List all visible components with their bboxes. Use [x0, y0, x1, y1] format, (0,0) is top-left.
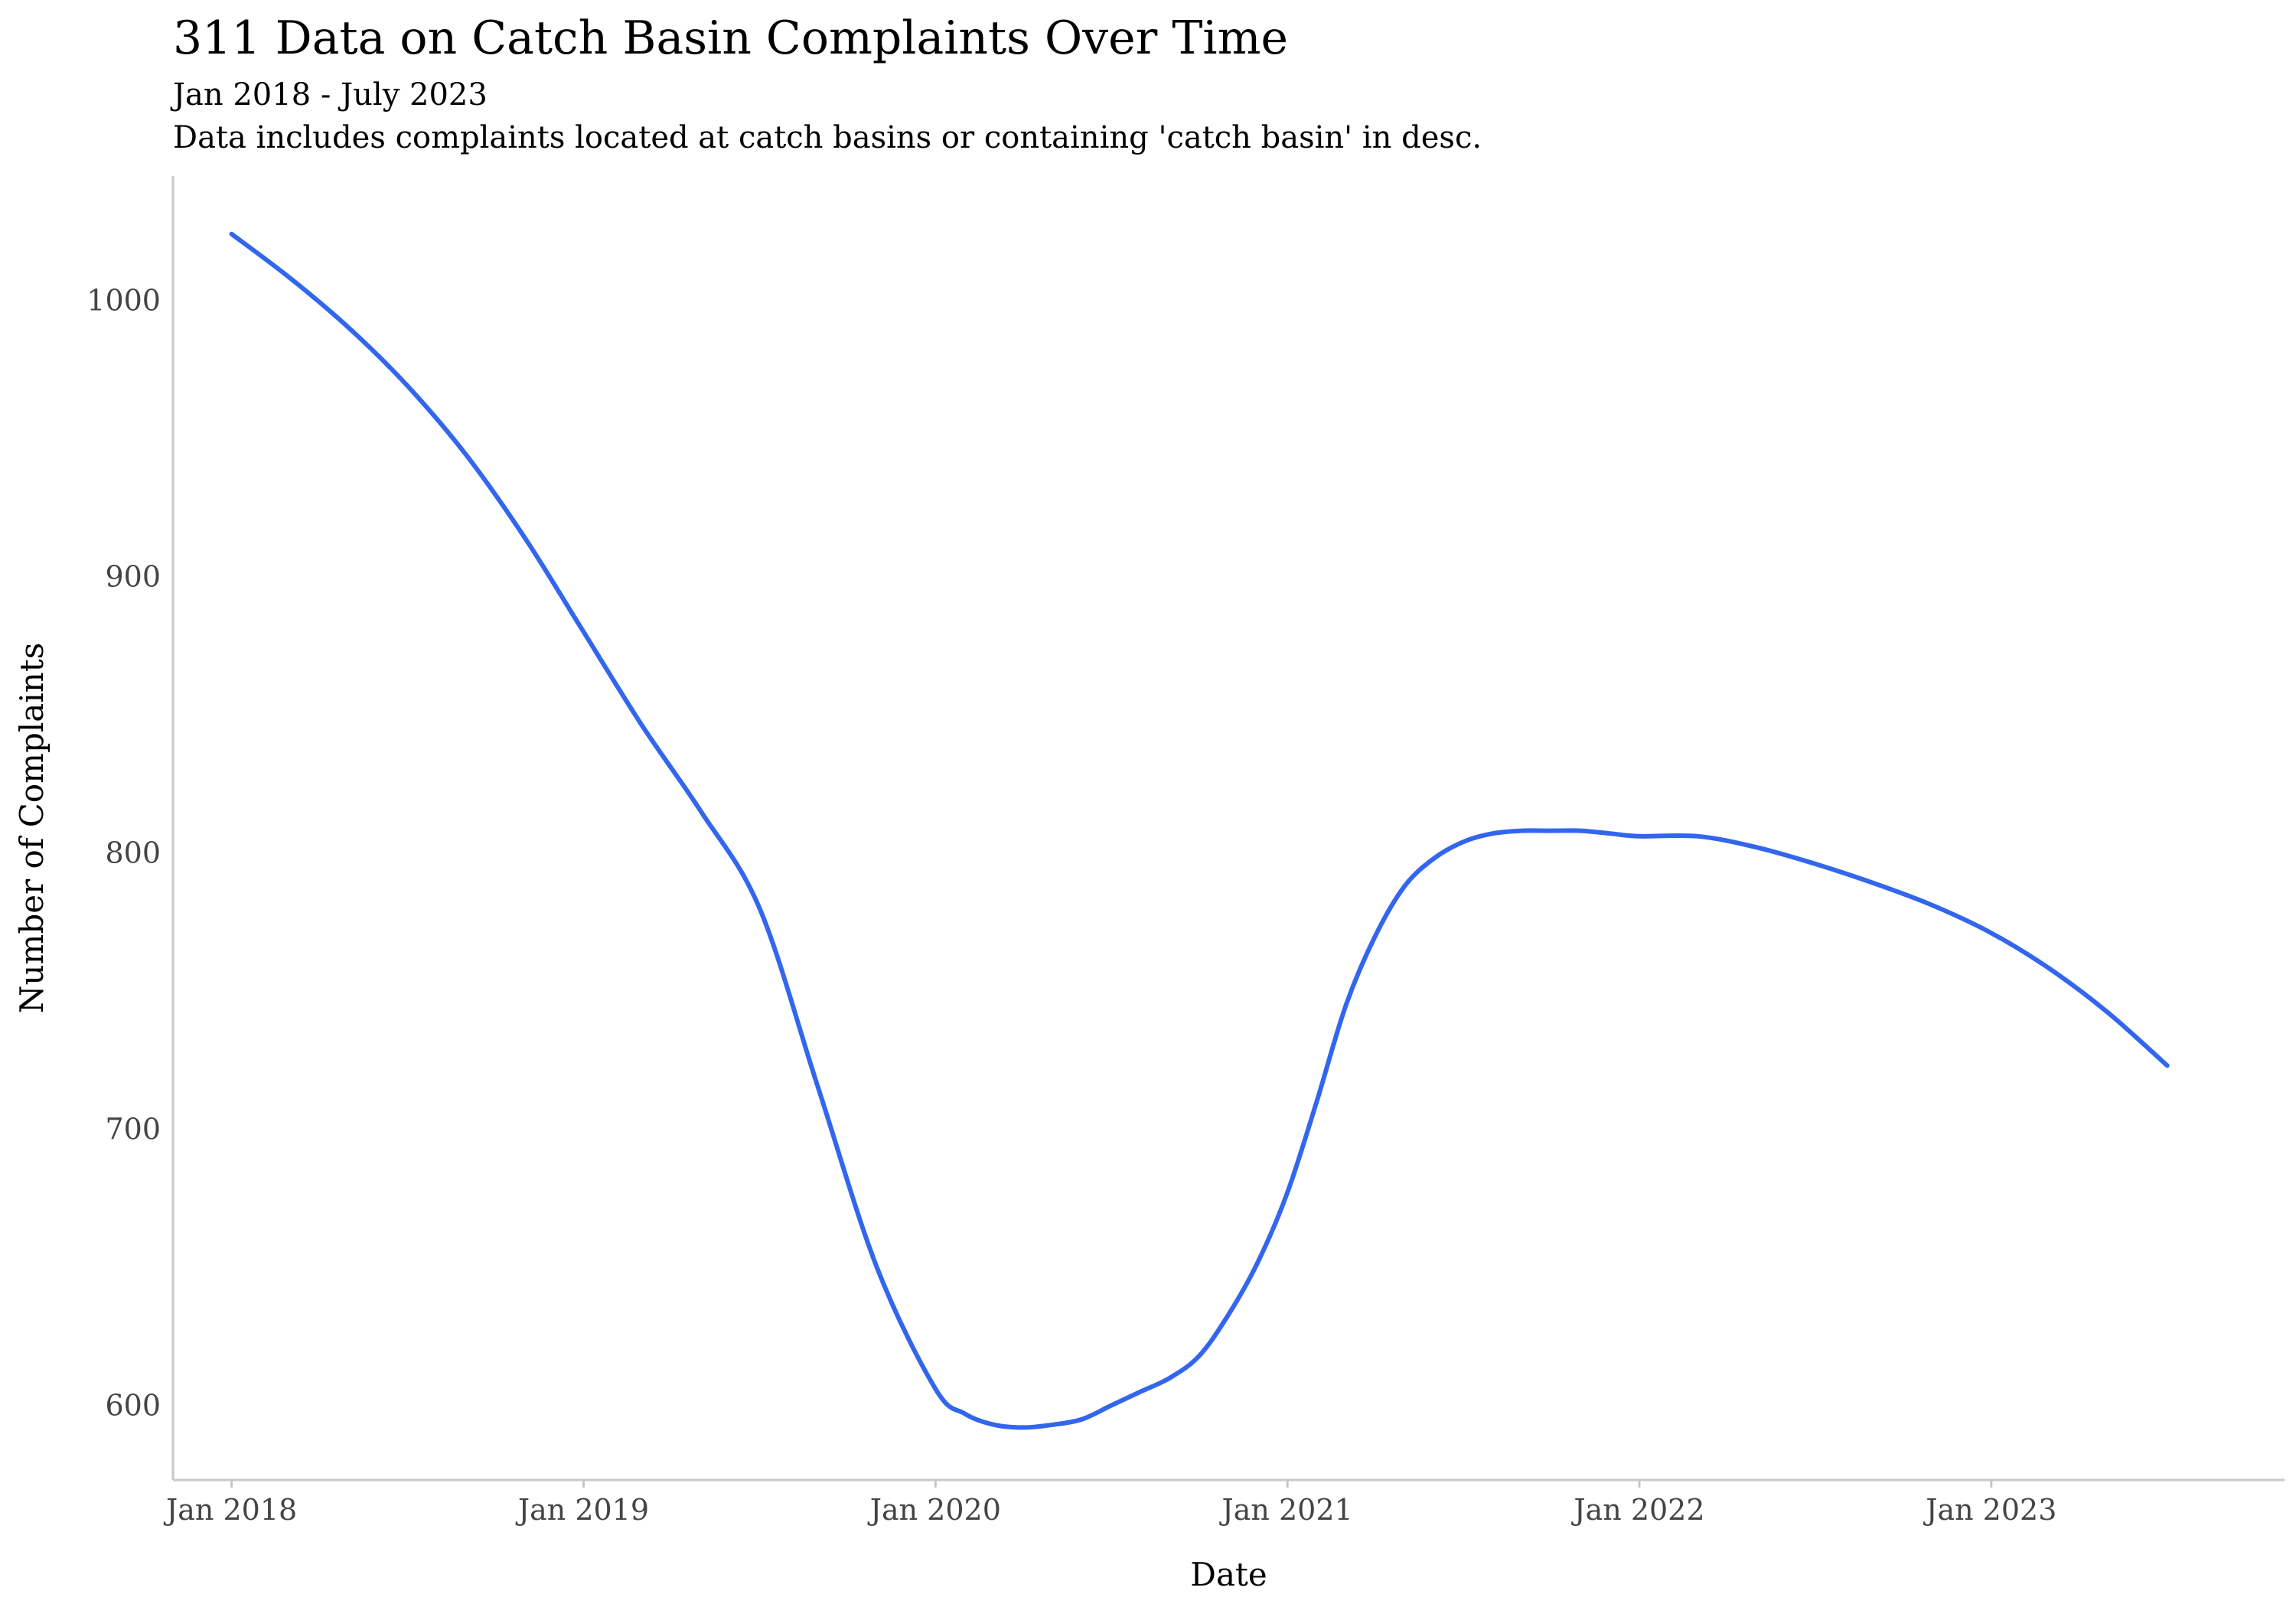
x-tick-label: Jan 2019 — [515, 1493, 649, 1527]
x-tick-label: Jan 2018 — [163, 1493, 297, 1527]
y-tick-label: 600 — [105, 1389, 161, 1423]
y-tick-label: 900 — [105, 559, 161, 593]
series-line — [229, 231, 2170, 1430]
y-tick-label: 700 — [105, 1113, 161, 1146]
chart-title: 311 Data on Catch Basin Complaints Over … — [173, 11, 1288, 65]
x-tick-label: Jan 2023 — [1923, 1493, 2056, 1527]
y-axis-title: Number of Complaints — [13, 643, 51, 1014]
y-tick-label: 800 — [105, 836, 161, 869]
chart-caption: Data includes complaints located at catc… — [173, 120, 1482, 155]
x-ticks: Jan 2018 Jan 2019 Jan 2020 Jan 2021 Jan 2022… — [163, 1480, 2056, 1527]
x-tick-label: Jan 2022 — [1570, 1493, 1704, 1527]
x-tick-label: Jan 2021 — [1219, 1493, 1353, 1527]
y-ticks: 600 700 800 900 1000 — [86, 283, 161, 1422]
x-tick-label: Jan 2020 — [867, 1493, 1001, 1527]
y-tick-label: 1000 — [86, 283, 161, 317]
chart-subtitle: Jan 2018 - July 2023 — [173, 77, 488, 112]
x-axis-title: Date — [1190, 1556, 1267, 1593]
